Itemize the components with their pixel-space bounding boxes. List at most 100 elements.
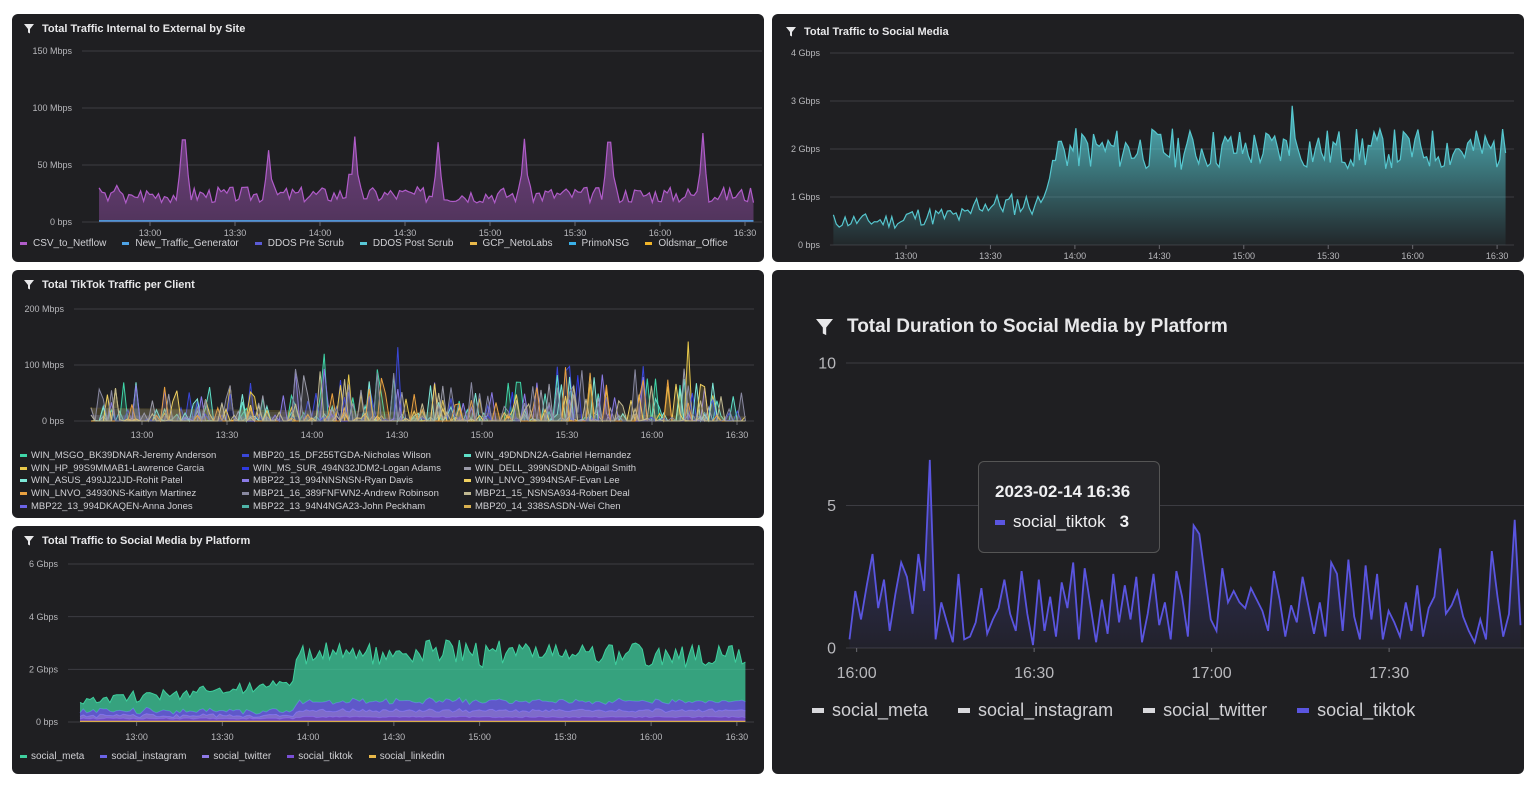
legend-item[interactable]: Oldsmar_Office — [645, 238, 728, 249]
legend-label: WIN_LNVO_3994NSAF-Evan Lee — [475, 475, 620, 487]
legend-item[interactable]: MBP21_15_NSNSA934-Robert Deal — [464, 488, 686, 500]
chart-p5: 0 5 10 16:00 16:30 17:00 17:30 — [818, 356, 1524, 682]
y-tick-label: 0 — [827, 641, 836, 658]
x-tick-label: 14:30 — [383, 732, 406, 742]
y-tick-label: 1 Gbps — [791, 192, 821, 202]
series-line-CSV_to_Netflow — [98, 133, 755, 205]
legend-swatch — [812, 708, 824, 713]
legend-label: WIN_MSGO_BK39DNAR-Jeremy Anderson — [31, 450, 217, 462]
legend-item[interactable]: CSV_to_Netflow — [20, 238, 106, 249]
x-tick-label: 15:30 — [554, 732, 577, 742]
legend-item[interactable]: social_meta — [812, 700, 928, 721]
series-area-CSV_to_Netflow — [99, 133, 754, 222]
y-tick-label: 10 — [818, 356, 836, 373]
legend-item[interactable]: social_instagram — [958, 700, 1113, 721]
legend-label: social_linkedin — [379, 751, 445, 762]
legend-item[interactable]: WIN_ASUS_499JJ2JJD-Rohit Patel — [20, 475, 242, 487]
x-tick-label: 14:00 — [309, 228, 332, 238]
panel-traffic-social: Total Traffic to Social Media 0 bps 1 Gbp… — [772, 14, 1524, 262]
legend-swatch — [242, 454, 249, 458]
x-tick-label: 15:30 — [564, 228, 587, 238]
legend-item[interactable]: MBP21_16_389FNFWN2-Andrew Robinson — [242, 488, 464, 500]
legend-label: DDOS Post Scrub — [372, 238, 454, 249]
y-tick-label: 150 Mbps — [32, 46, 72, 56]
filter-icon[interactable] — [24, 280, 34, 290]
filter-icon[interactable] — [24, 536, 34, 546]
legend-item[interactable]: DDOS Post Scrub — [359, 238, 454, 249]
x-tick-label: 15:30 — [1317, 251, 1340, 261]
y-tick-label: 2 Gbps — [29, 664, 59, 674]
series-area-social_tiktok — [80, 716, 746, 721]
filter-icon[interactable] — [786, 27, 796, 37]
legend-item[interactable]: DDOS Pre Scrub — [254, 238, 344, 249]
y-tick-label: 3 Gbps — [791, 96, 821, 106]
legend-item-partial[interactable]: MBP22_13_994DKAQEN-Anna Jones — [20, 500, 242, 512]
legend-item[interactable]: MBP20_15_DF255TGDA-Nicholas Wilson — [242, 450, 464, 462]
x-tick-label: 16:30 — [734, 228, 757, 238]
legend-p3: WIN_MSGO_BK39DNAR-Jeremy Anderson MBP20_1… — [20, 450, 760, 512]
legend-item[interactable]: social_meta — [20, 751, 84, 762]
filter-icon[interactable] — [24, 24, 34, 34]
y-tick-label: 4 Gbps — [29, 612, 59, 622]
legend-item[interactable]: WIN_MSGO_BK39DNAR-Jeremy Anderson — [20, 450, 242, 462]
legend-swatch — [645, 242, 653, 245]
x-tick-label: 16:30 — [1486, 251, 1509, 261]
legend-item[interactable]: social_tiktok — [287, 751, 353, 762]
series-area-social_meta — [80, 640, 746, 715]
legend-label: WIN_ASUS_499JJ2JJD-Rohit Patel — [31, 475, 183, 487]
legend-item[interactable]: WIN_LNVO_3994NSAF-Evan Lee — [464, 475, 686, 487]
legend-swatch — [368, 755, 376, 758]
legend-item[interactable]: social_tiktok — [1297, 700, 1415, 721]
legend-swatch — [20, 504, 27, 508]
x-tick-label: 15:30 — [556, 430, 579, 440]
legend-label: MBP21_16_389FNFWN2-Andrew Robinson — [253, 488, 439, 500]
x-tick-label: 16:30 — [726, 732, 749, 742]
legend-item[interactable]: GCP_NetoLabs — [469, 238, 553, 249]
legend-label: social_meta — [832, 700, 929, 720]
panel-traffic-internal-external: Total Traffic Internal to External by Si… — [12, 14, 764, 262]
filter-icon[interactable] — [816, 318, 833, 336]
panel-title: Total Traffic to Social Media by Platfor… — [24, 535, 250, 547]
legend-swatch — [20, 242, 27, 245]
legend-item[interactable]: PrimoNSG — [568, 238, 629, 249]
series-area-social_twitter — [80, 708, 746, 720]
legend-swatch — [242, 492, 249, 496]
x-tick-label: 13:00 — [131, 430, 154, 440]
legend-item[interactable]: social_linkedin — [368, 751, 445, 762]
x-tick-label: 13:00 — [125, 732, 148, 742]
legend-label: New_Traffic_Generator — [135, 238, 239, 249]
legend-item[interactable]: WIN_MS_SUR_494N32JDM2-Logan Adams — [242, 463, 464, 475]
legend-item[interactable]: MBP22_13_994NNSNSN-Ryan Davis — [242, 475, 464, 487]
legend-label: WIN_MS_SUR_494N32JDM2-Logan Adams — [253, 462, 441, 474]
legend-item[interactable]: WIN_DELL_399NSDND-Abigail Smith — [464, 463, 686, 475]
series-area-social_tiktok — [849, 459, 1521, 648]
panel-title-text: Total TikTok Traffic per Client — [42, 279, 195, 291]
legend-item[interactable]: New_Traffic_Generator — [122, 238, 239, 249]
y-tick-label: 100 Mbps — [32, 103, 72, 113]
y-tick-label: 0 bps — [36, 717, 59, 727]
legend-swatch — [568, 242, 576, 245]
legend-item-partial[interactable]: MBP20_14_338SASDN-Wei Chen — [464, 500, 686, 512]
legend-item[interactable]: social_twitter — [1143, 700, 1267, 721]
tooltip-value: 3 — [1119, 512, 1130, 531]
legend-swatch — [287, 755, 295, 758]
legend-label: social_twitter — [1163, 700, 1268, 720]
legend-item[interactable]: WIN_49DNDN2A-Gabriel Hernandez — [464, 450, 686, 462]
chart-p3: 0 bps 100 Mbps 200 Mbps 13:00 13:30 14:00 14:3… — [24, 304, 754, 440]
panel-title-text: Total Traffic to Social Media by Platfor… — [42, 535, 251, 547]
legend-label: Oldsmar_Office — [658, 238, 728, 249]
legend-item[interactable]: social_twitter — [202, 751, 271, 762]
legend-item[interactable]: social_instagram — [100, 751, 186, 762]
panel-title-text: Total Traffic to Social Media — [804, 26, 949, 38]
y-tick-label: 0 bps — [50, 217, 73, 227]
y-tick-label: 2 Gbps — [791, 144, 821, 154]
legend-label: GCP_NetoLabs — [482, 238, 553, 249]
legend-item[interactable]: WIN_HP_99S9MMAB1-Lawrence Garcia — [20, 463, 242, 475]
legend-item[interactable]: WIN_LNVO_34930NS-Kaitlyn Martinez — [20, 488, 242, 500]
panel-title-text: Total Traffic Internal to External by Si… — [42, 23, 246, 35]
legend-swatch — [1143, 708, 1156, 713]
x-tick-label: 16:00 — [1401, 251, 1424, 261]
series-area-social_instagram — [80, 697, 746, 718]
legend-swatch — [122, 242, 130, 245]
legend-item-partial[interactable]: MBP22_13_94N4NGA23-John Peckham — [242, 500, 464, 512]
